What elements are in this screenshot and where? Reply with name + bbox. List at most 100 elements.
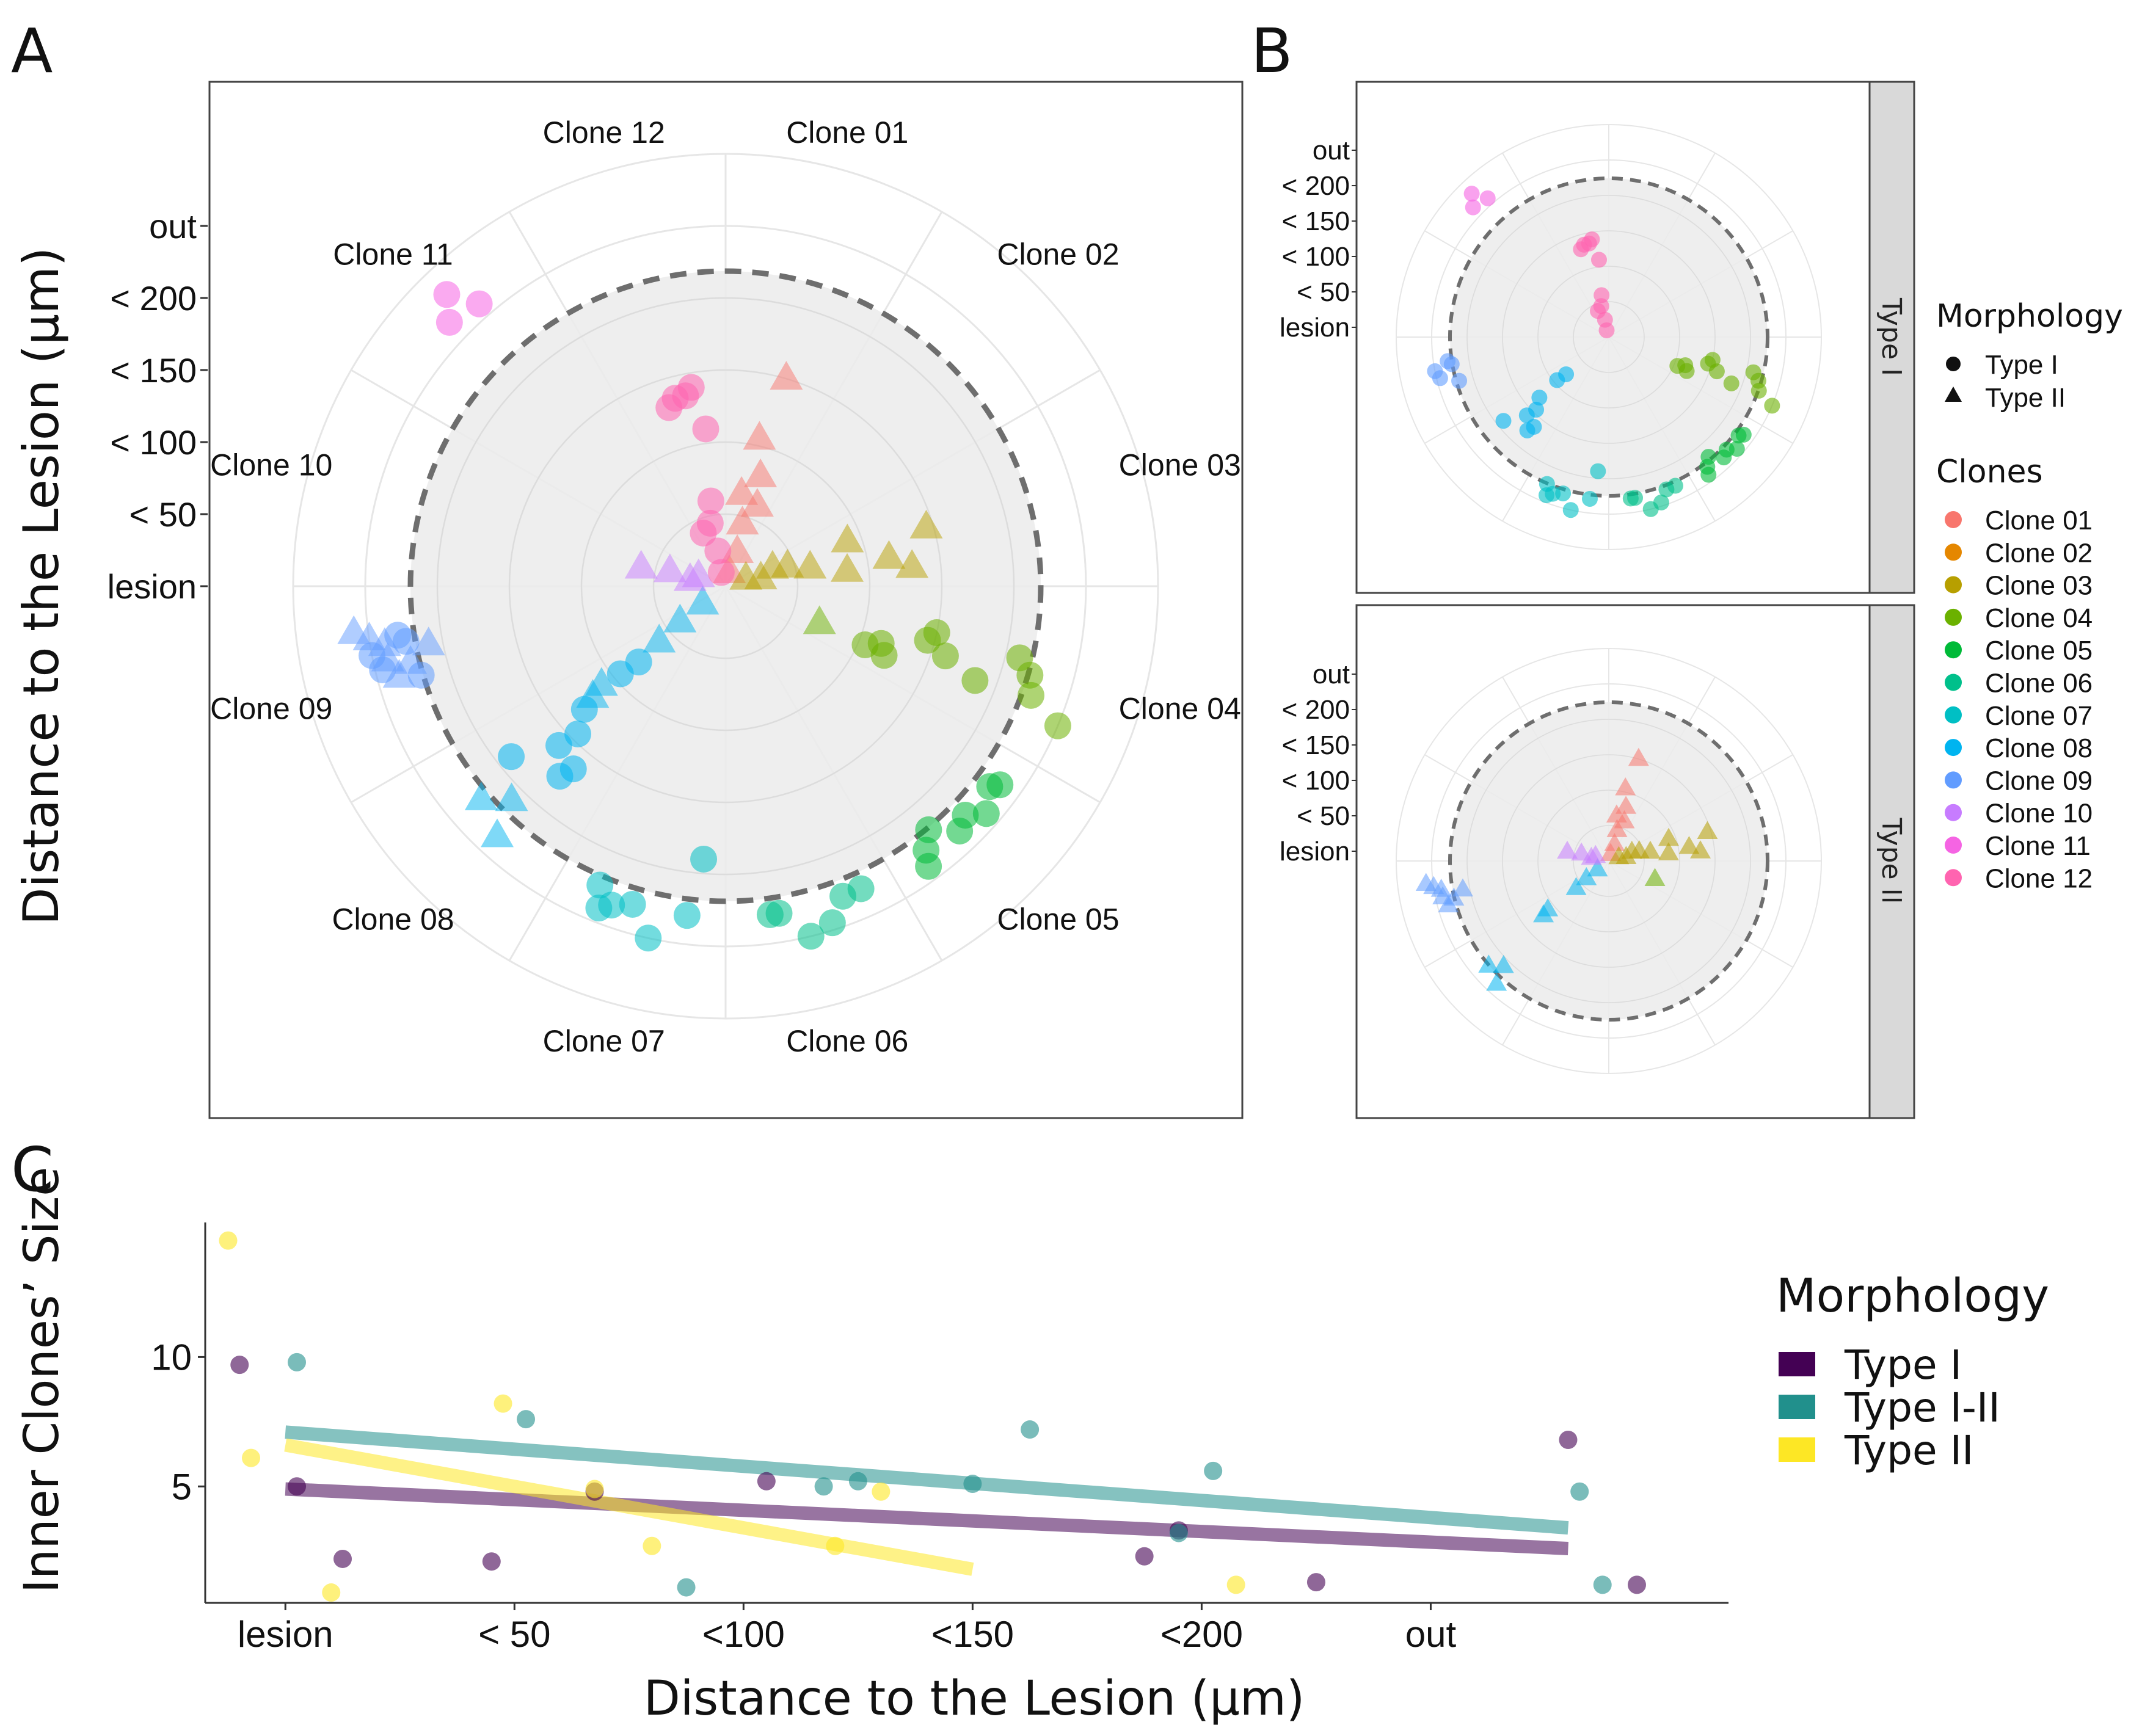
point-type-ii — [726, 506, 759, 535]
point-type-ii — [1581, 846, 1602, 865]
point-type-i — [1750, 382, 1767, 399]
point-type-i — [1465, 199, 1481, 216]
legend-clone-swatch — [1945, 608, 1962, 626]
legend-morphology-b-item: Type II — [1985, 383, 2066, 413]
panel-b-type-i-points — [1427, 186, 1780, 518]
point-type-i — [435, 308, 463, 336]
spoke-label: Clone 12 — [543, 115, 665, 150]
point-type-i — [972, 800, 1000, 827]
point-type-i — [1590, 463, 1606, 479]
legend-clone-label: Clone 06 — [1985, 669, 2093, 699]
point-type-ii — [756, 550, 789, 579]
data-point — [963, 1475, 982, 1494]
data-point — [482, 1552, 501, 1571]
radial-grid-ring-inner — [1573, 825, 1645, 897]
spoke-label: Clone 04 — [1119, 691, 1241, 725]
point-type-i — [1622, 490, 1639, 507]
point-type-ii — [1658, 827, 1679, 846]
legend-morphology-b-item: Type I — [1985, 350, 2058, 380]
radial-grid-ring-inner — [508, 369, 943, 804]
legend-c-label: Type I-II — [1844, 1384, 2000, 1431]
radial-grid-ring-inner — [1502, 230, 1716, 444]
data-point — [814, 1477, 833, 1496]
point-type-i — [986, 771, 1014, 799]
radial-grid-ring-inner — [1466, 195, 1751, 479]
legend-type-i-circle-icon — [1946, 357, 1961, 371]
point-type-i — [673, 902, 701, 929]
radial-tick-label: out — [149, 207, 197, 245]
point-type-i — [1584, 231, 1600, 247]
point-type-i — [915, 816, 942, 843]
data-point — [517, 1410, 536, 1429]
radial-tick-label: < 50 — [129, 495, 197, 534]
point-type-i — [961, 667, 989, 694]
spoke-label: Clone 02 — [997, 238, 1119, 272]
point-type-ii — [1678, 835, 1700, 854]
point-type-ii — [1697, 821, 1718, 840]
legend-clone-label: Clone 03 — [1985, 571, 2093, 601]
spoke-label: Clone 06 — [786, 1024, 908, 1058]
point-type-i — [1594, 287, 1610, 303]
panel-b-type-ii-points — [1415, 747, 1718, 991]
facet-strip-type-ii — [1868, 604, 1915, 1119]
point-type-ii — [1576, 867, 1597, 885]
data-point — [1135, 1547, 1154, 1566]
point-type-ii — [895, 549, 929, 578]
point-type-ii — [481, 818, 514, 848]
point-type-ii — [803, 605, 836, 634]
data-point — [333, 1549, 352, 1568]
point-type-i — [465, 290, 493, 318]
point-type-ii — [831, 553, 864, 582]
data-point — [848, 1472, 867, 1491]
point-type-ii — [1493, 954, 1514, 973]
point-type-ii — [643, 623, 676, 653]
legend-clone-label: Clone 04 — [1985, 603, 2093, 633]
point-type-i — [707, 559, 735, 586]
legend-clone-label: Clone 08 — [1985, 733, 2093, 763]
point-type-i — [931, 642, 959, 670]
legend-c-swatch — [1779, 1437, 1815, 1462]
legend-c-swatch — [1779, 1395, 1815, 1419]
x-tick-label: <150 — [931, 1614, 1014, 1655]
legend-type-ii-triangle-icon — [1945, 387, 1962, 402]
legend-clone-label: Clone 12 — [1985, 863, 2093, 893]
radial-grid-ring-inner — [1537, 790, 1680, 932]
radial-grid-ring-inner — [436, 297, 1015, 876]
spoke-label: Clone 05 — [997, 902, 1119, 936]
legend-c-swatch — [1779, 1352, 1815, 1376]
panel-b-type-i-radial-ticks: lesion < 50 < 100 < 150 < 200 out — [1280, 136, 1357, 343]
point-type-i — [498, 743, 525, 771]
legend-clone-swatch — [1945, 576, 1962, 594]
point-type-i — [1518, 407, 1535, 424]
radial-tick-label: < 100 — [1282, 766, 1350, 796]
legend-clone-label: Clone 09 — [1985, 766, 2093, 796]
legend-clone-swatch — [1945, 511, 1962, 528]
panel-b-type-ii-radial-ticks: lesion < 50 < 100 < 150 < 200 out — [1280, 659, 1357, 866]
point-type-i — [607, 660, 634, 688]
point-type-i — [1723, 375, 1739, 391]
spoke-label: Clone 07 — [543, 1024, 665, 1058]
panel-a-points — [337, 281, 1071, 952]
data-point — [677, 1578, 696, 1597]
point-type-ii — [653, 553, 687, 583]
radial-tick-label: < 100 — [1282, 242, 1350, 272]
point-type-i — [797, 923, 825, 950]
point-type-ii — [1616, 796, 1637, 814]
point-type-ii — [686, 586, 719, 615]
radial-tick-label: lesion — [107, 567, 197, 606]
panel-label-c: C — [11, 1134, 54, 1205]
point-type-ii — [1478, 954, 1499, 973]
panel-c-x-axis-title: Distance to the Lesion (µm) — [644, 1671, 1305, 1726]
data-point — [1593, 1575, 1612, 1594]
data-point — [1169, 1524, 1188, 1542]
panel-a-y-axis-title: Distance to the Lesion (µm) — [13, 247, 70, 925]
point-type-ii — [1639, 840, 1661, 859]
panel-a-spoke-labels: Clone 01 Clone 02 Clone 03 Clone 04 Clone 05… — [210, 115, 1241, 1058]
radial-tick-label: lesion — [1280, 837, 1350, 866]
radial-tick-label: < 100 — [110, 423, 197, 462]
point-type-ii — [337, 615, 371, 644]
legend-clone-swatch — [1945, 706, 1962, 724]
point-type-i — [1479, 190, 1496, 206]
point-type-i — [690, 845, 718, 873]
